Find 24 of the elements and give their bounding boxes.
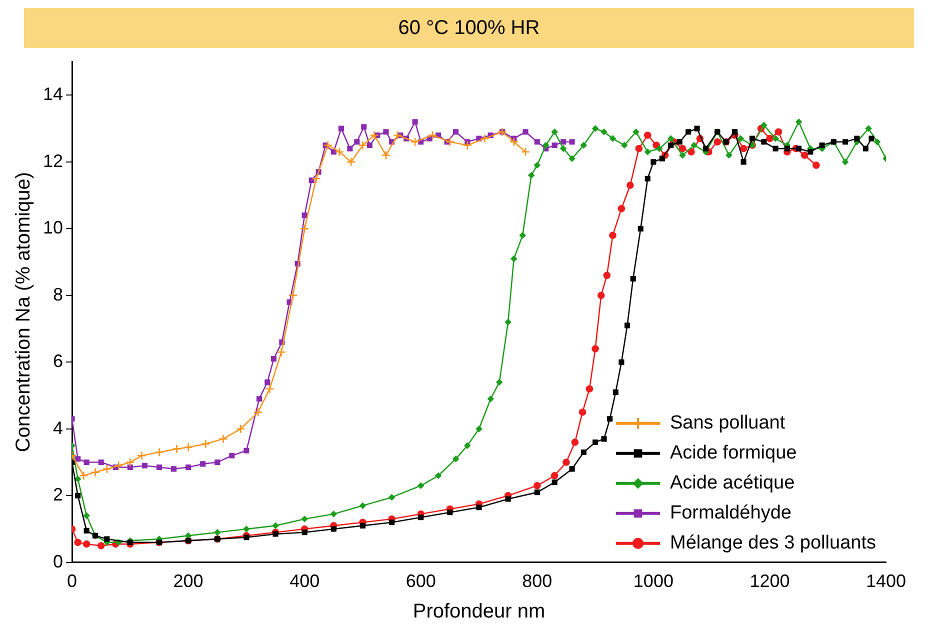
x-tick-label: 600 bbox=[406, 571, 436, 592]
legend-label: Mélange des 3 polluants bbox=[670, 532, 876, 554]
y-tick-label: 14 bbox=[42, 84, 64, 104]
legend-label: Sans polluant bbox=[670, 412, 786, 434]
legend-label: Acide acétique bbox=[670, 472, 795, 494]
x-tick-label: 1000 bbox=[633, 571, 674, 592]
y-tick-label: 0 bbox=[53, 551, 64, 572]
x-tick-label: 400 bbox=[290, 571, 320, 592]
y-axis-title: Concentration Na (% atomique) bbox=[12, 172, 35, 452]
y-tick-label: 12 bbox=[42, 150, 64, 171]
x-axis-title: Profondeur nm bbox=[412, 600, 546, 623]
x-tick-label: 200 bbox=[173, 571, 204, 592]
y-tick-label: 4 bbox=[53, 418, 64, 438]
x-tick-label: 0 bbox=[67, 571, 78, 592]
y-tick-label: 6 bbox=[53, 351, 64, 372]
legend-label: Acide formique bbox=[670, 442, 797, 464]
x-tick-label: 800 bbox=[522, 571, 552, 592]
legend-label: Formaldéhyde bbox=[670, 502, 792, 524]
y-tick-label: 8 bbox=[53, 284, 64, 304]
x-tick-label: 1200 bbox=[750, 571, 790, 592]
y-tick-label: 2 bbox=[53, 484, 64, 505]
chart-title: 60 °C 100% HR bbox=[24, 8, 914, 48]
x-tick-label: 1400 bbox=[866, 571, 906, 592]
y-tick-label: 10 bbox=[42, 218, 64, 238]
